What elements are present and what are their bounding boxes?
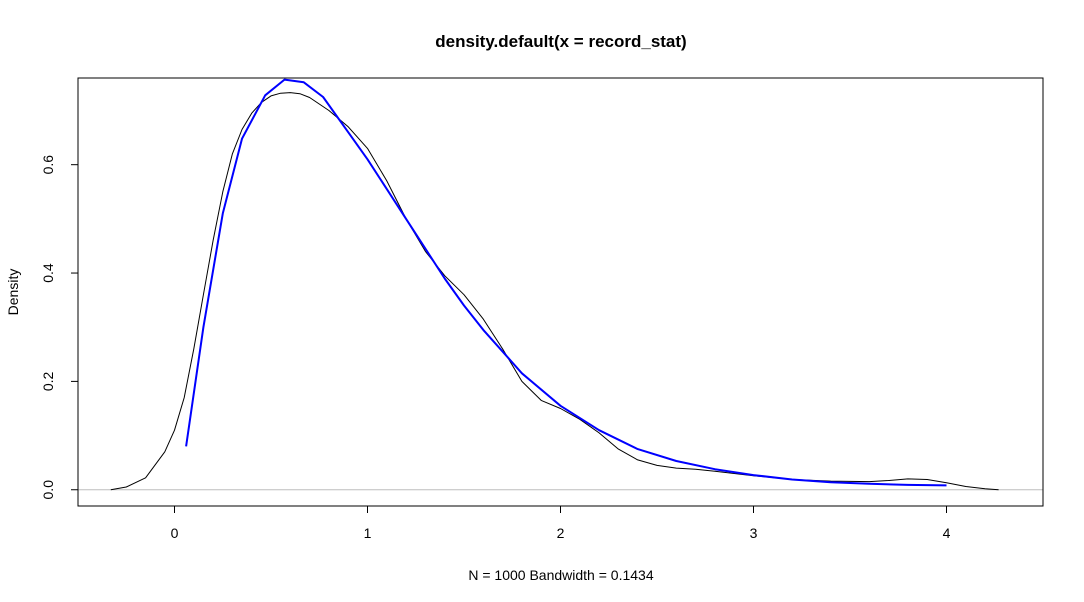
x-axis: 0 1 2 3 4 (171, 505, 951, 541)
y-tick-label: 0.4 (40, 263, 56, 283)
density-curves (110, 78, 999, 491)
x-tick-label: 4 (943, 525, 951, 541)
y-tick-label: 0.2 (40, 371, 56, 391)
y-axis-label: Density (5, 269, 21, 316)
x-tick-label: 2 (557, 525, 565, 541)
y-axis: 0.0 0.2 0.4 0.6 (40, 155, 79, 500)
chart-title: density.default(x = record_stat) (435, 32, 686, 51)
x-axis-label: N = 1000 Bandwidth = 0.1434 (468, 567, 653, 583)
y-tick-label: 0.6 (40, 155, 56, 175)
x-tick-label: 0 (171, 525, 179, 541)
density-curve-2 (185, 78, 947, 487)
y-tick-label: 0.0 (40, 480, 56, 500)
x-tick-label: 1 (364, 525, 372, 541)
x-tick-label: 3 (750, 525, 758, 541)
